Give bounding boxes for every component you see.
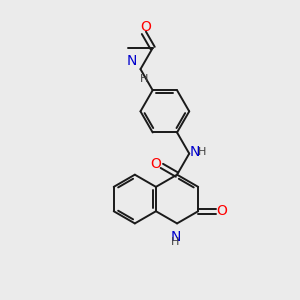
Text: O: O bbox=[140, 20, 151, 34]
Text: N: N bbox=[189, 145, 200, 159]
Text: O: O bbox=[216, 204, 227, 218]
Text: H: H bbox=[198, 147, 206, 157]
Text: H: H bbox=[171, 237, 180, 247]
Text: N: N bbox=[127, 54, 137, 68]
Text: O: O bbox=[151, 158, 161, 171]
Text: N: N bbox=[170, 230, 181, 244]
Text: H: H bbox=[140, 74, 148, 85]
